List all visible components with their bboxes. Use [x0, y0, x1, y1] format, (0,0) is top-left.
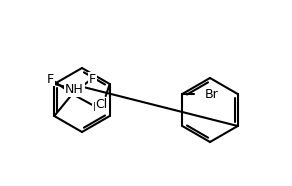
Text: F: F: [93, 100, 100, 113]
Text: NH: NH: [65, 83, 84, 95]
Text: F: F: [47, 73, 54, 86]
Text: Br: Br: [204, 87, 218, 100]
Text: F: F: [89, 73, 96, 86]
Text: Cl: Cl: [95, 97, 108, 110]
